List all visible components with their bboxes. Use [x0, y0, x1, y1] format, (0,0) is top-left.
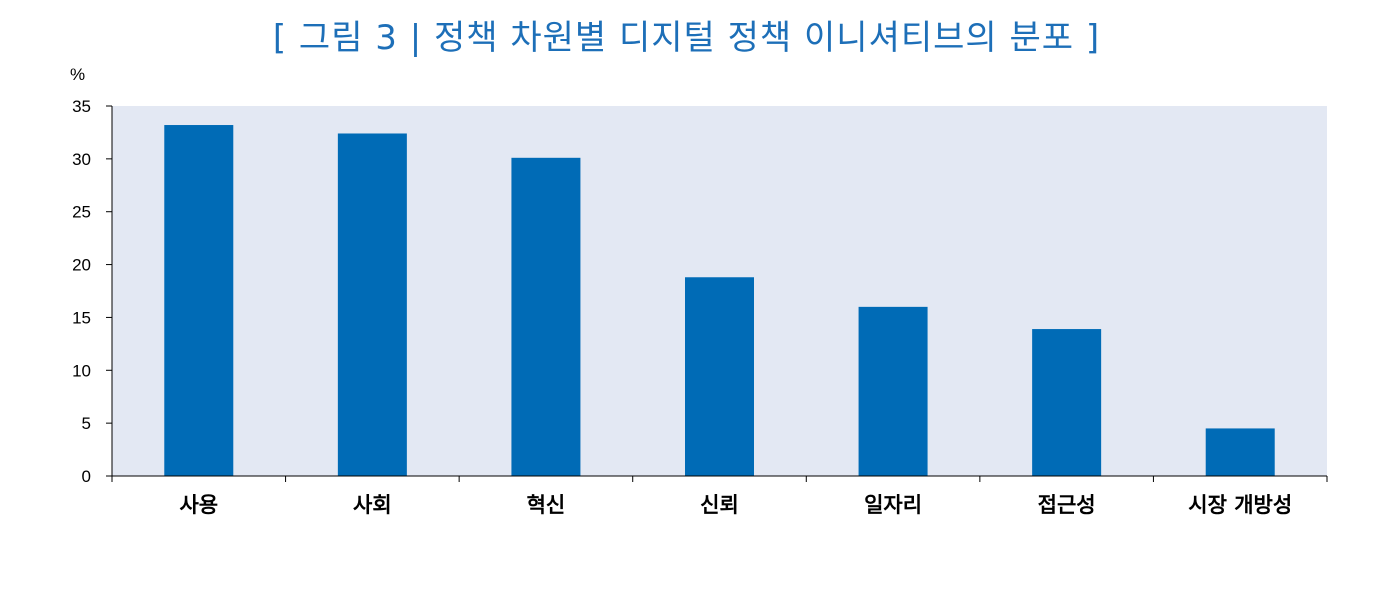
y-tick-label: 5 — [82, 414, 91, 433]
bar-2 — [337, 133, 407, 476]
chart-title: [ 그림 3 | 정책 차원별 디지털 정책 이니셔티브의 분포 ] — [272, 18, 1101, 58]
x-axis: 사용 사회 혁신 신뢰 일자리 접근성 시장 개방성 — [111, 475, 1328, 517]
y-tick-label: 15 — [72, 308, 91, 327]
x-tick-label: 시장 개방성 — [1188, 493, 1292, 517]
bar-3 — [511, 157, 581, 477]
x-tick-label: 혁신 — [527, 493, 566, 517]
x-tick-label: 접근성 — [1038, 493, 1096, 517]
bar-4 — [685, 277, 754, 476]
bar-1 — [164, 125, 234, 477]
y-tick-label: 20 — [72, 256, 91, 275]
y-tick-label: 25 — [72, 203, 91, 222]
bar-7 — [1205, 428, 1275, 476]
y-axis: 0 5 10 15 20 25 30 35 — [72, 97, 113, 486]
x-tick-label: 사회 — [353, 493, 392, 517]
y-tick-label: 35 — [72, 97, 91, 116]
x-tick-label: 일자리 — [864, 493, 922, 517]
bar-5 — [858, 306, 928, 476]
x-tick-label: 사용 — [179, 493, 218, 517]
bars-group — [164, 125, 1275, 477]
x-tick-label: 신뢰 — [700, 493, 739, 517]
y-tick-label: 0 — [82, 467, 91, 486]
bar-6 — [1032, 329, 1102, 476]
y-tick-label: 30 — [72, 150, 91, 169]
y-tick-label: 10 — [72, 361, 91, 380]
y-axis-unit-label: % — [70, 65, 85, 84]
